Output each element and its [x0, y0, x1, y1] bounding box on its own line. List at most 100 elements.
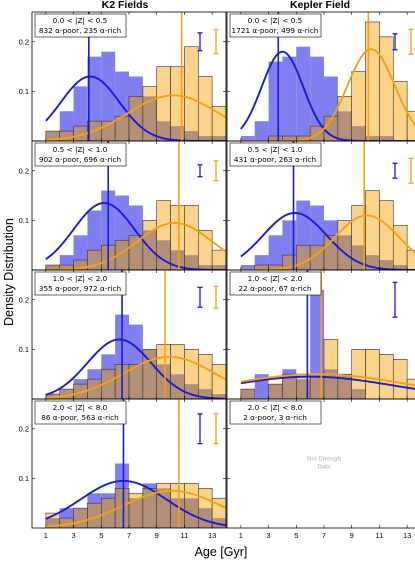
alpha-poor-fit-curve — [240, 50, 415, 141]
alpha-rich-bar — [212, 498, 226, 519]
plot-area — [240, 141, 415, 270]
alpha-poor-bar — [115, 463, 129, 489]
alpha-rich-bar — [184, 349, 199, 385]
y-tick-label: 0.1 — [19, 345, 29, 354]
sample-count-label: 355 α-poor, 972 α-rich — [39, 284, 121, 293]
plot-area — [240, 12, 415, 141]
alpha-poor-bar — [324, 220, 338, 236]
overlap-bar — [87, 503, 102, 528]
overlap-bar — [184, 255, 199, 270]
legend-box-frame — [229, 13, 322, 38]
alpha-poor-bar — [324, 76, 338, 117]
alpha-poor-error-bar — [197, 32, 203, 52]
alpha-poor-bar — [282, 56, 297, 137]
alpha-poor-bar — [87, 369, 102, 380]
overlap-bar — [351, 126, 366, 141]
alpha-poor-bar — [59, 255, 74, 266]
sample-count-label: 22 α-poor, 67 α-rich — [239, 284, 312, 293]
alpha-rich-bar — [170, 344, 185, 375]
alpha-poor-bar — [254, 121, 269, 141]
z-range-label: 1.0 < |Z| < 2.0 — [53, 274, 108, 283]
legend-box-frame — [34, 142, 127, 167]
alpha-poor-bar — [101, 493, 116, 499]
panel-legend-box: 1.0 < |Z| < 2.022 α-poor, 67 α-rich — [229, 271, 322, 296]
sample-count-label: 86 α-poor, 563 α-rich — [41, 413, 119, 422]
panel-legend-box: 2.0 < |Z| < 8.086 α-poor, 563 α-rich — [34, 400, 127, 425]
plot-area — [45, 270, 226, 399]
alpha-poor-bar — [240, 136, 255, 141]
overlap-bar — [379, 260, 394, 270]
overlap-bar — [45, 131, 60, 141]
alpha-rich-fit-curve — [240, 214, 415, 270]
x-tick-label: 3 — [266, 531, 270, 540]
overlap-bar — [115, 240, 129, 270]
overlap-bar — [73, 126, 88, 141]
overlap-bar — [254, 265, 269, 270]
overlap-bar — [184, 131, 199, 141]
overlap-bar — [129, 498, 143, 528]
alpha-poor-bar — [268, 61, 283, 137]
y-tick-label: 0.2 — [19, 166, 29, 175]
overlap-bar — [296, 245, 311, 270]
alpha-poor-error-bar — [392, 281, 398, 318]
alpha-poor-bar — [296, 46, 311, 137]
overlap-bar — [365, 136, 380, 141]
alpha-poor-bar — [87, 210, 102, 251]
x-tick-label: 7 — [127, 531, 131, 540]
alpha-rich-bar — [393, 359, 408, 399]
overlap-bar — [59, 389, 74, 399]
overlap-bar — [240, 389, 255, 399]
alpha-rich-bar — [379, 36, 394, 137]
legend-box-frame — [34, 13, 127, 38]
alpha-poor-bar — [73, 379, 88, 385]
z-range-label: 2.0 < |Z| < 8.0 — [248, 403, 303, 412]
alpha-rich-bar — [379, 200, 394, 261]
panel-7: 0.10.21 3 5 7 9 11 132.0 < |Z| < 8.086 α-poor,… — [19, 398, 227, 540]
x-tick-label: 9 — [350, 531, 354, 540]
overlap-bar — [282, 136, 297, 141]
alpha-poor-bar — [296, 200, 311, 246]
overlap-bar — [268, 136, 283, 141]
alpha-rich-bar — [198, 354, 213, 390]
overlap-bar — [282, 374, 297, 399]
overlap-bar — [142, 230, 157, 270]
overlap-bar — [268, 265, 283, 270]
alpha-poor-error-bar — [197, 413, 203, 445]
alpha-poor-fit-curve — [45, 479, 226, 527]
alpha-rich-bar — [393, 81, 408, 141]
alpha-rich-bar — [365, 349, 380, 399]
overlap-bar — [337, 111, 352, 141]
alpha-rich-error-bar — [408, 28, 414, 55]
overlap-bar — [129, 235, 143, 270]
overlap-bar — [268, 384, 283, 399]
alpha-poor-bar — [282, 369, 297, 375]
overlap-bar — [156, 121, 171, 141]
overlap-bar — [337, 374, 352, 399]
z-range-label: 0.0 < |Z| < 0.5 — [248, 16, 303, 25]
alpha-poor-bar — [115, 71, 129, 117]
x-tick-label: 5 — [99, 531, 103, 540]
alpha-rich-bar — [156, 483, 171, 489]
overlap-bar — [115, 488, 129, 528]
overlap-bar — [198, 508, 213, 528]
alpha-poor-bar — [254, 255, 269, 266]
col-title-kepler: Kepler Field — [290, 0, 350, 11]
alpha-poor-bar — [87, 493, 102, 504]
legend-box-frame — [229, 142, 322, 167]
alpha-poor-bar — [87, 56, 102, 122]
sample-count-label: 2 α-poor, 3 α-rich — [243, 413, 307, 422]
alpha-rich-bar — [212, 106, 226, 137]
legend-box-frame — [34, 271, 127, 296]
sample-count-label: 431 α-poor, 263 α-rich — [234, 155, 316, 164]
overlap-bar — [59, 131, 74, 141]
overlap-bar — [129, 96, 143, 141]
alpha-rich-bar — [324, 339, 338, 370]
alpha-rich-bar — [351, 71, 366, 127]
